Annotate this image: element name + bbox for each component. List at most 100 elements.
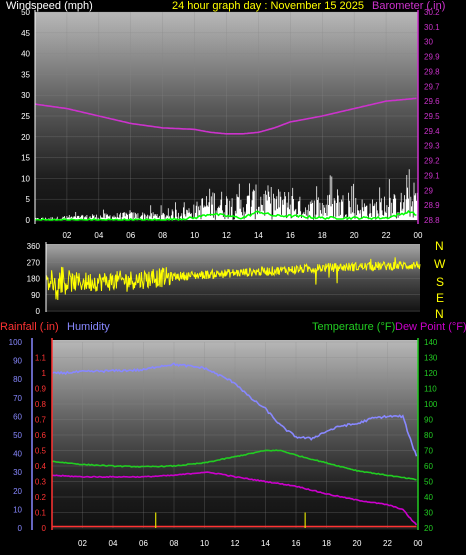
temp-tick-label: 70	[424, 447, 433, 456]
rain-tick-label: 1.1	[35, 354, 47, 363]
humidity-tick-label: 60	[13, 412, 22, 421]
rainfall-label: Rainfall (.in)	[0, 321, 59, 333]
wind-average-series	[34, 209, 417, 222]
wind-tick-label: 30	[21, 91, 30, 100]
compass-e: E	[436, 291, 444, 305]
barometer-tick-label: 28.8	[424, 216, 440, 225]
barometer-tick-label: 29.1	[424, 171, 440, 180]
wind-tick-label: 40	[21, 50, 30, 59]
rain-tick-label: 0.8	[35, 400, 47, 409]
temp-tick-label: 80	[424, 431, 433, 440]
barometer-series	[34, 97, 417, 135]
wind-tick-label: 45	[21, 29, 30, 38]
wind-x-tick-label: 06	[126, 231, 135, 240]
temp-x-tick-label: 04	[109, 539, 118, 548]
compass-n-bottom: N	[435, 307, 444, 321]
wind-x-tick-label: 18	[318, 231, 327, 240]
humidity-tick-label: 90	[13, 357, 22, 366]
temperature-label: Temperature (°F)	[312, 321, 395, 333]
humidity-tick-label: 100	[9, 338, 23, 347]
rain-tick-label: 0.9	[35, 385, 47, 394]
wind-x-ticks: 02 04 06 08 10 12 14 16 18 20 22 00	[62, 231, 423, 240]
humidity-tick-label: 50	[13, 431, 22, 440]
barometer-tick-label: 30	[424, 38, 433, 47]
wind-tick-label: 10	[21, 174, 30, 183]
temp-x-tick-label: 12	[231, 539, 240, 548]
wind-x-tick-label: 04	[94, 231, 103, 240]
rain-tick-label: 0.5	[35, 447, 47, 456]
direction-series	[45, 257, 421, 301]
wind-tick-label: 15	[21, 154, 30, 163]
wind-x-tick-label: 16	[286, 231, 295, 240]
barometer-tick-label: 29.2	[424, 157, 440, 166]
barometer-axis-ticks: 28.8 28.9 29 29.1 29.2 29.3 29.4 29.5 29.6 29.7 29…	[424, 8, 440, 225]
windspeed-label: Windspeed (mph)	[6, 0, 93, 12]
temp-x-tick-label: 06	[139, 539, 148, 548]
temp-grid	[52, 341, 419, 529]
temp-tick-label: 20	[424, 524, 433, 533]
humidity-tick-label: 70	[13, 394, 22, 403]
humidity-tick-label: 80	[13, 375, 22, 384]
barometer-series	[34, 97, 417, 135]
humidity-tick-label: 20	[13, 487, 22, 496]
wind-x-tick-label: 10	[190, 231, 199, 240]
temp-x-ticks: 02 04 06 08 10 12 14 16 18 20 22 00	[78, 539, 423, 548]
barometer-tick-label: 29.7	[424, 82, 440, 91]
rain-tick-label: 0.4	[35, 462, 47, 471]
direction-tick-label: 270	[27, 258, 41, 267]
wind-x-tick-label: 02	[62, 231, 71, 240]
direction-tick-label: 180	[27, 275, 41, 284]
direction-tick-label: 90	[31, 291, 40, 300]
temp-x-tick-label: 22	[383, 539, 392, 548]
temp-tick-label: 110	[424, 385, 437, 394]
graph-title: 24 hour graph day : November 15 2025	[172, 0, 364, 12]
direction-axis-ticks: 0 90 180 270 360	[27, 242, 41, 316]
wind-x-tick-label: 20	[350, 231, 359, 240]
compass-s: S	[436, 275, 444, 289]
wind-tick-label: 35	[21, 70, 30, 79]
temp-x-tick-label: 10	[200, 539, 209, 548]
wind-tick-label: 0	[26, 216, 31, 225]
barometer-tick-label: 29.3	[424, 142, 440, 151]
temperature-f-series	[51, 449, 417, 481]
temp-x-tick-label: 08	[170, 539, 179, 548]
temp-series	[51, 362, 418, 528]
compass-w: W	[434, 257, 446, 271]
barometer-tick-label: 29.8	[424, 67, 440, 76]
barometer-tick-label: 29	[424, 186, 433, 195]
humidity-tick-label: 0	[18, 524, 23, 533]
direction-series	[45, 257, 421, 301]
rain-tick-label: 1	[42, 369, 47, 378]
humidity-tick-label: 40	[13, 450, 22, 459]
wind-x-tick-label: 22	[382, 231, 391, 240]
direction-grid	[46, 245, 420, 312]
direction-tick-label: 360	[27, 242, 41, 251]
temp-tick-label: 100	[424, 400, 438, 409]
barometer-tick-label: 29.6	[424, 97, 440, 106]
wind-x-tick-label: 00	[414, 231, 423, 240]
rain-tick-label: 0.3	[35, 478, 47, 487]
wind-axis-ticks: 0 5 10 15 20 25 30 35 40 45 50	[21, 8, 30, 225]
humidity-label: Humidity	[67, 321, 110, 333]
humidity-tick-label: 30	[13, 468, 22, 477]
humidity-axis-ticks: 0 10 20 30 40 50 60 70 80 90 100	[9, 338, 23, 533]
rain-tick-label: 0	[42, 524, 47, 533]
temp-tick-label: 50	[424, 478, 433, 487]
temp-tick-label: 130	[424, 354, 438, 363]
dewpoint-label: Dew Point (°F)	[395, 321, 466, 333]
wind-direction-chart: 0 90 180 270 360 N W S E N	[27, 239, 446, 321]
temp-tick-label: 120	[424, 369, 438, 378]
barometer-label: Barometer (.in)	[372, 0, 445, 12]
temp-x-tick-label: 02	[78, 539, 87, 548]
barometer-tick-label: 30.1	[424, 23, 440, 32]
wind-x-tick-label: 12	[222, 231, 231, 240]
temp-x-tick-label: 20	[353, 539, 362, 548]
direction-plot-area	[46, 244, 420, 312]
wind-x-tick-label: 14	[254, 231, 263, 240]
temp-tick-label: 30	[424, 509, 433, 518]
temp-tick-label: 90	[424, 416, 433, 425]
temp-x-tick-label: 16	[292, 539, 301, 548]
temp-tick-label: 60	[424, 462, 433, 471]
